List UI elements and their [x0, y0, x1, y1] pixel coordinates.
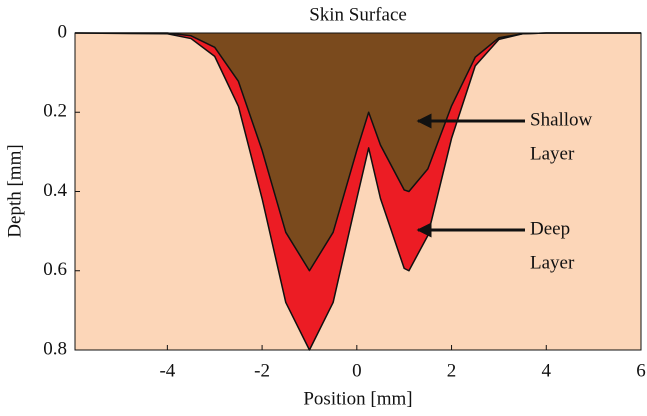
- annotation-text: Deep: [530, 218, 570, 239]
- layer-boundary: [75, 32, 641, 272]
- y-tick-label: 0.4: [43, 180, 67, 201]
- x-axis-label: Position [mm]: [303, 388, 412, 409]
- y-axis-label: Depth [mm]: [4, 144, 25, 237]
- x-tick-label: 2: [447, 360, 457, 381]
- annotation-text: Layer: [530, 252, 575, 273]
- annotation-text: Shallow: [530, 109, 593, 130]
- layer-boundary: [74, 32, 641, 351]
- x-tick-label: 6: [636, 360, 646, 381]
- annotation-text: Layer: [530, 143, 575, 164]
- x-tick-label: -4: [159, 360, 175, 381]
- x-tick-label: 4: [542, 360, 552, 381]
- y-tick-label: 0.8: [43, 338, 67, 359]
- chart-title: Skin Surface: [309, 4, 407, 25]
- y-tick-label: 0: [58, 21, 68, 42]
- y-tick-label: 0.2: [43, 101, 67, 122]
- y-tick-label: 0.6: [43, 259, 67, 280]
- x-tick-label: 0: [352, 360, 362, 381]
- x-tick-label: -2: [254, 360, 270, 381]
- layer-area: [75, 33, 641, 271]
